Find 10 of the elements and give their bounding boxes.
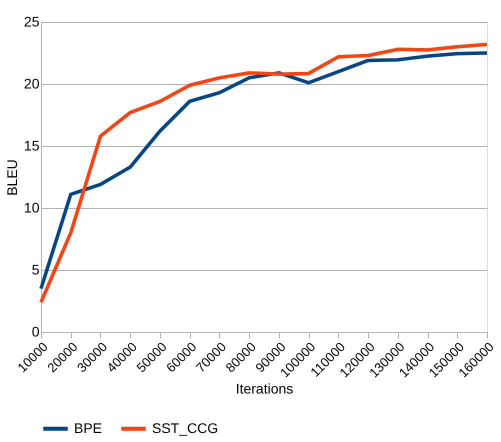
y-axis-title: BLEU bbox=[4, 159, 20, 196]
x-axis-title: Iterations bbox=[236, 380, 294, 396]
legend-label: SST_CCG bbox=[152, 420, 218, 436]
y-tick-label: 15 bbox=[24, 138, 40, 154]
y-tick-label: 20 bbox=[24, 76, 40, 92]
y-tick-label: 25 bbox=[24, 14, 40, 30]
y-tick-label: 5 bbox=[32, 262, 40, 278]
legend-label: BPE bbox=[74, 420, 102, 436]
y-tick-label: 0 bbox=[32, 324, 40, 340]
y-tick-label: 10 bbox=[24, 200, 40, 216]
